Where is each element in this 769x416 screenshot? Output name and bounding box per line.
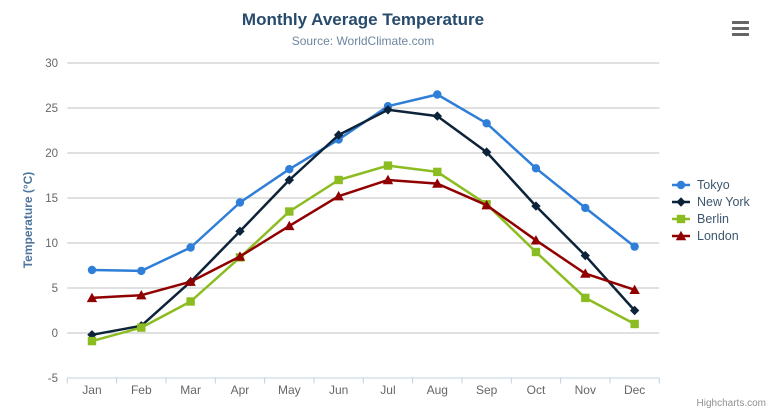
diamond-legend-marker-icon xyxy=(672,196,690,207)
data-point-marker xyxy=(333,130,344,140)
x-axis-tick-label: Feb xyxy=(131,383,152,397)
hamburger-icon xyxy=(732,26,749,31)
square-legend-marker-icon xyxy=(672,214,690,223)
legend-label: London xyxy=(697,228,739,243)
export-menu-button[interactable] xyxy=(732,21,750,36)
data-point-marker xyxy=(186,243,195,252)
hamburger-icon xyxy=(732,32,749,36)
data-point-marker xyxy=(87,336,97,346)
data-point-marker xyxy=(333,191,344,201)
y-axis-tick-label: 30 xyxy=(45,58,58,70)
x-axis-tick-label: Sep xyxy=(476,383,498,397)
legend-item-new-york[interactable]: New York xyxy=(672,193,750,210)
y-axis-tick-label: 10 xyxy=(45,238,58,250)
data-point-marker xyxy=(186,297,195,306)
data-point-marker xyxy=(530,235,542,245)
data-point-marker xyxy=(137,323,146,332)
data-point-marker xyxy=(581,203,590,213)
y-axis-tick-label: 20 xyxy=(45,148,58,160)
y-axis-tick-label: 15 xyxy=(45,193,58,205)
data-point-marker xyxy=(433,167,442,177)
page-title: Monthly Average Temperature xyxy=(241,10,485,29)
data-point-marker xyxy=(630,319,639,329)
series-line-london xyxy=(90,178,636,300)
data-point-marker xyxy=(185,276,196,286)
data-point-marker xyxy=(383,105,393,115)
x-axis-tick-label: Jan xyxy=(82,383,101,397)
data-point-marker xyxy=(481,147,492,157)
chart-subtitle: Source: WorldClimate.com xyxy=(291,34,435,48)
data-point-marker xyxy=(285,165,294,174)
legend-item-tokyo[interactable]: Tokyo xyxy=(672,176,750,193)
x-axis-tick-label: Apr xyxy=(231,383,250,397)
circle-legend-marker-icon xyxy=(672,180,690,189)
data-point-marker xyxy=(580,250,590,261)
data-point-marker xyxy=(581,293,590,303)
data-point-marker xyxy=(137,266,146,276)
x-axis-tick-label: Nov xyxy=(575,383,596,397)
data-point-marker xyxy=(383,161,393,170)
data-point-marker xyxy=(629,305,640,316)
legend: Tokyo New York Berlin London xyxy=(672,176,750,244)
data-point-marker xyxy=(87,265,97,275)
y-axis-tick-label: 5 xyxy=(52,283,58,295)
data-point-marker xyxy=(580,268,591,278)
legend-item-berlin[interactable]: Berlin xyxy=(672,210,750,227)
data-point-marker xyxy=(432,178,443,188)
data-point-marker xyxy=(234,251,246,261)
data-point-marker xyxy=(334,175,343,185)
triangle-legend-marker-icon xyxy=(672,230,690,240)
data-point-marker xyxy=(629,284,640,294)
data-point-marker xyxy=(630,242,639,251)
data-point-marker xyxy=(235,198,245,207)
data-point-marker xyxy=(531,247,541,257)
legend-label: Tokyo xyxy=(697,177,730,192)
series-line-new-york xyxy=(90,108,636,337)
y-axis-title: Temperature (°C) xyxy=(21,171,35,269)
legend-label: Berlin xyxy=(697,211,729,226)
x-axis-tick-label: Mar xyxy=(180,383,201,397)
series-line-berlin xyxy=(90,164,636,343)
data-point-marker xyxy=(284,175,294,185)
series-line-tokyo xyxy=(90,93,636,273)
x-axis-tick-label: Dec xyxy=(624,383,645,397)
data-point-marker xyxy=(285,207,294,216)
data-point-marker xyxy=(136,290,147,300)
y-axis-tick-label: 0 xyxy=(52,328,58,340)
data-point-marker xyxy=(432,111,442,121)
x-axis-tick-label: May xyxy=(278,383,301,397)
hamburger-icon xyxy=(732,21,749,25)
data-point-marker xyxy=(284,220,295,231)
data-point-marker xyxy=(86,292,98,303)
x-axis-tick-label: Aug xyxy=(427,383,448,397)
credits-link[interactable]: Highcharts.com xyxy=(696,398,766,409)
y-axis-tick-label: 25 xyxy=(45,103,58,115)
x-axis-tick-label: Jun xyxy=(329,383,348,397)
data-point-marker xyxy=(531,201,541,211)
legend-label: New York xyxy=(697,194,750,209)
x-axis-tick-label: Jul xyxy=(380,383,395,397)
data-point-marker xyxy=(433,90,442,99)
data-point-marker xyxy=(481,200,492,210)
x-axis-tick-label: Oct xyxy=(527,383,546,397)
legend-item-london[interactable]: London xyxy=(672,227,750,244)
y-axis-tick-label: -5 xyxy=(48,373,58,385)
data-point-marker xyxy=(382,174,394,185)
data-point-marker xyxy=(235,226,245,236)
data-point-marker xyxy=(482,119,491,128)
data-point-marker xyxy=(531,164,541,173)
